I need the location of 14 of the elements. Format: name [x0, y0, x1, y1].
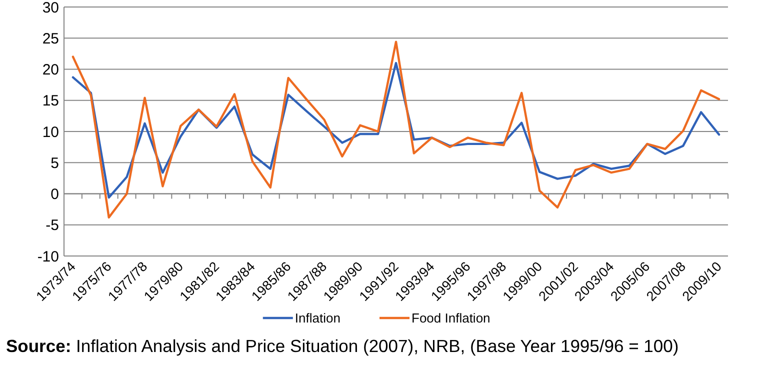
- y-tick-label: -5: [46, 217, 59, 234]
- y-tick-label: 30: [42, 0, 59, 16]
- y-tick-label: 10: [42, 124, 59, 141]
- source-note: Source: Inflation Analysis and Price Situation (2007), NRB, (Base Year 1995/96 = 100): [6, 336, 679, 356]
- y-tick-label: 0: [50, 186, 59, 203]
- y-tick-label: 25: [42, 30, 59, 48]
- y-tick-label: 5: [50, 154, 59, 172]
- line-series: [72, 40, 720, 219]
- y-tick-label: 15: [42, 92, 59, 110]
- y-tick-label: -10: [37, 248, 59, 266]
- legend-label: Inflation: [294, 310, 340, 326]
- y-tick-label: 20: [42, 62, 59, 78]
- line-series: [72, 62, 720, 199]
- legend-label: Food Inflation: [412, 310, 490, 326]
